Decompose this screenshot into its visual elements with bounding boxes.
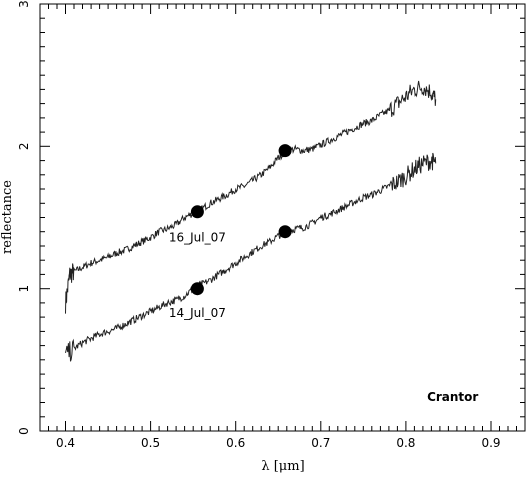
x-axis-title: λ [μm] (261, 459, 304, 474)
y-tick-label: 3 (17, 0, 31, 8)
x-tick-label: 0.7 (311, 436, 330, 450)
annotation-label: 14_Jul_07 (169, 306, 226, 320)
series-line-1 (65, 152, 437, 362)
y-axis-ticks: 0 1 2 3 (17, 0, 525, 435)
series-layer (65, 80, 437, 362)
data-marker (190, 205, 204, 219)
plot-frame (39, 3, 526, 432)
marker-layer (190, 144, 292, 296)
data-marker (278, 144, 292, 158)
annotation-label: 16_Jul_07 (169, 231, 226, 245)
y-tick-label: 0 (17, 427, 31, 435)
x-tick-label: 0.6 (226, 436, 245, 450)
x-tick-label: 0.4 (56, 436, 75, 450)
series-line-0 (65, 80, 437, 314)
annotation-layer: 16_Jul_07 14_Jul_07 Crantor (169, 231, 479, 404)
data-marker (190, 282, 204, 296)
x-axis-ticks: 0.4 0.5 0.6 0.7 0.8 0.9 (48, 4, 517, 450)
data-marker (278, 225, 292, 239)
x-tick-label: 0.9 (481, 436, 500, 450)
x-tick-label: 0.8 (396, 436, 415, 450)
x-tick-label: 0.5 (141, 436, 160, 450)
y-tick-label: 2 (17, 142, 31, 150)
y-axis-title: reflectance (0, 180, 15, 254)
y-tick-label: 1 (17, 285, 31, 293)
annotation-label: Crantor (427, 390, 478, 404)
